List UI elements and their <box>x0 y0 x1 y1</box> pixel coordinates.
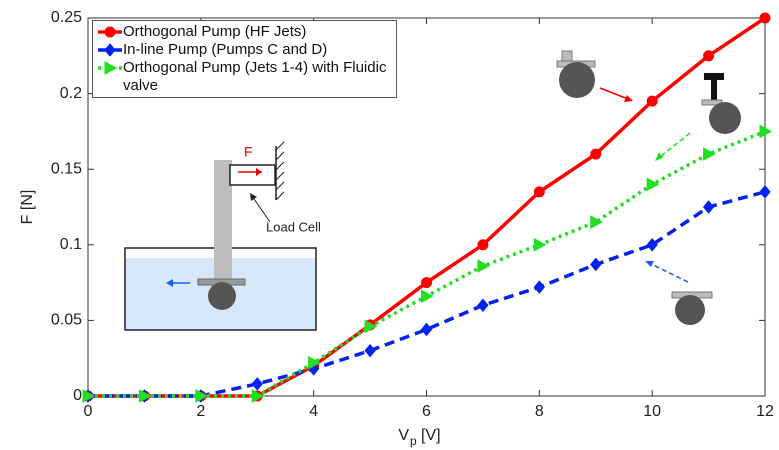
legend-label: Orthogonal Pump (Jets 1-4) with Fluidic … <box>123 59 387 94</box>
pump-sketches <box>556 50 741 325</box>
data-point <box>590 257 602 272</box>
y-tick-label: 0.15 <box>51 160 82 177</box>
inset-sketch <box>124 141 317 331</box>
data-point <box>421 277 432 289</box>
x-tick-label: 10 <box>643 403 661 420</box>
x-axis-label-subscript: p <box>410 434 417 448</box>
data-point <box>759 185 771 199</box>
data-point <box>251 389 265 403</box>
legend-label: Orthogonal Pump (HF Jets) <box>123 23 307 40</box>
data-point <box>308 355 321 370</box>
legend-swatch <box>98 26 122 38</box>
data-point <box>477 239 489 251</box>
legend-swatch <box>98 43 122 57</box>
data-point <box>533 186 545 198</box>
legend-item: In-line Pump (Pumps C and D) <box>97 41 392 59</box>
legend-marker <box>104 61 118 75</box>
data-point <box>251 377 263 391</box>
data-point <box>420 322 433 337</box>
data-point <box>533 237 547 252</box>
x-axis-label-unit: [V] <box>421 427 441 444</box>
legend-label: In-line Pump (Pumps C and D) <box>123 41 328 58</box>
x-tick-label: 8 <box>535 403 544 420</box>
data-point <box>364 343 376 358</box>
x-tick-label: 0 <box>84 403 93 420</box>
annotation: Load Cell <box>266 219 321 234</box>
y-tick-label: 0.25 <box>51 9 82 26</box>
data-point <box>759 124 773 139</box>
data-point <box>82 389 96 403</box>
x-tick-label: 2 <box>196 403 205 420</box>
y-tick-label: 0.05 <box>51 312 82 329</box>
x-axis-label: V <box>398 427 409 444</box>
data-point <box>590 215 603 229</box>
data-point <box>646 238 658 252</box>
legend-item: Orthogonal Pump (Jets 1-4) with Fluidic … <box>97 59 392 95</box>
data-point <box>364 319 378 334</box>
data-point <box>703 50 715 62</box>
y-tick-label: 0.2 <box>60 85 82 102</box>
x-tick-label: 12 <box>756 403 774 420</box>
x-tick-label: 4 <box>309 403 318 420</box>
data-point <box>477 259 490 273</box>
data-point <box>138 389 152 403</box>
data-point <box>195 389 208 403</box>
y-axis-label: F [N] <box>19 190 36 225</box>
x-tick-label: 6 <box>422 403 431 420</box>
data-point <box>646 177 660 192</box>
legend-item: Orthogonal Pump (HF Jets) <box>97 23 392 41</box>
data-point <box>646 95 658 107</box>
data-point <box>590 148 602 160</box>
data-point <box>702 200 715 214</box>
annotation: F <box>244 144 253 160</box>
legend-marker <box>104 26 116 38</box>
legend-marker <box>104 43 116 57</box>
legend-swatch <box>98 61 122 75</box>
data-point <box>477 298 489 313</box>
y-tick-label: 0 <box>73 387 82 404</box>
legend: Orthogonal Pump (HF Jets) In-line Pump (P… <box>92 20 397 98</box>
data-point <box>421 289 434 304</box>
data-point <box>703 147 716 161</box>
data-point <box>533 280 545 294</box>
y-tick-label: 0.1 <box>60 236 82 253</box>
data-point <box>759 12 771 24</box>
